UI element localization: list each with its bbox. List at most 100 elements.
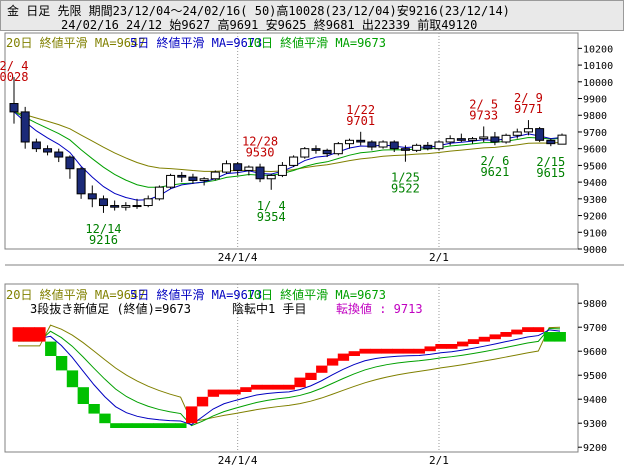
line-break-brick	[88, 404, 100, 414]
line-break-brick	[131, 423, 144, 428]
line-break-brick	[142, 423, 154, 428]
candle-body	[523, 128, 533, 133]
line-break-brick	[45, 341, 57, 356]
tlb-ma5-line	[18, 329, 561, 426]
candle-body	[266, 174, 276, 180]
line-break-brick	[435, 344, 447, 349]
y-tick-label: 9600	[583, 347, 607, 358]
line-break-brick	[391, 348, 404, 354]
line-break-brick	[554, 332, 566, 342]
low-value-label: 9216	[89, 233, 118, 247]
status-text: 転換値 : 9713	[336, 301, 423, 316]
status-text: 3段抜き新値足 (終値)=9673	[30, 301, 191, 316]
candle-body	[177, 174, 187, 178]
high-date-label: 2/ 4	[0, 59, 28, 73]
candle-body	[378, 141, 388, 148]
line-break-brick	[272, 384, 285, 390]
high-date-label: 2/ 5	[469, 97, 498, 111]
line-break-brick	[164, 423, 176, 428]
y-tick-label: 9900	[583, 95, 607, 106]
y-tick-label: 10000	[583, 78, 613, 89]
line-break-brick	[23, 327, 35, 342]
line-break-brick	[370, 348, 382, 354]
low-value-label: 9522	[391, 182, 420, 196]
y-tick-label: 9500	[583, 371, 607, 382]
candle-body	[143, 198, 153, 207]
line-break-brick	[175, 423, 187, 428]
line-break-brick	[478, 336, 491, 342]
bottom-legend-entry: 5日 終値平滑 MA=9673	[130, 287, 262, 302]
x-tick-label: 24/1/4	[218, 251, 258, 264]
high-date-label: 2/ 9	[514, 91, 543, 105]
candle-body	[31, 141, 41, 150]
line-break-brick	[402, 348, 415, 354]
candle-body	[87, 193, 97, 200]
candle-body	[412, 144, 422, 151]
line-break-brick	[251, 384, 263, 390]
line-break-brick	[348, 351, 360, 356]
candle-body	[333, 143, 343, 155]
ma10-line	[13, 111, 563, 188]
y-tick-label: 9200	[583, 443, 607, 454]
candle-body	[188, 176, 198, 181]
y-tick-label: 9000	[583, 245, 607, 256]
high-value-label: 9530	[246, 146, 275, 160]
top-legend-entry: 10日 終値平滑 MA=9673	[247, 35, 386, 50]
low-value-label: 9615	[536, 166, 565, 180]
high-value-label: 9771	[514, 102, 543, 116]
line-break-brick	[326, 358, 339, 366]
low-date-label: 2/15	[536, 155, 565, 169]
low-value-label: 9354	[257, 210, 286, 224]
y-tick-label: 9400	[583, 178, 607, 189]
y-tick-label: 9500	[583, 161, 607, 172]
chart-header: 金 日足 先限 期間23/12/04～24/02/16( 50)高10028(2…	[0, 0, 624, 32]
candle-body	[322, 149, 332, 155]
line-break-brick	[120, 423, 133, 428]
high-date-label: 1/22	[346, 103, 375, 117]
candle-body	[110, 205, 120, 208]
candle-body	[445, 138, 455, 143]
candle-body	[389, 141, 399, 150]
y-tick-label: 10200	[583, 44, 613, 55]
candle-body	[456, 138, 466, 141]
candle-body	[43, 148, 53, 153]
y-tick-label: 10100	[583, 61, 613, 72]
top-legend-entry: 5日 終値平滑 MA=9673	[130, 35, 262, 50]
line-break-brick	[55, 356, 68, 371]
y-tick-label: 9800	[583, 111, 607, 122]
status-text: 陰転中	[232, 301, 268, 316]
candle-body	[233, 163, 243, 171]
line-break-brick	[532, 327, 545, 332]
candle-body	[356, 139, 366, 143]
candle-body	[468, 138, 478, 141]
y-tick-label: 9600	[583, 145, 607, 156]
status-text: 1 手目	[268, 302, 306, 316]
y-tick-label: 9100	[583, 228, 607, 239]
candle-body	[221, 163, 231, 173]
x-tick-label: 2/1	[429, 251, 449, 264]
x-tick-label: 2/1	[429, 454, 449, 467]
candle-body	[490, 136, 500, 143]
line-break-brick	[99, 413, 111, 424]
candle-body	[98, 198, 108, 207]
high-value-label: 0028	[0, 70, 28, 84]
candle-body	[289, 156, 299, 166]
line-break-brick	[207, 389, 220, 397]
candle-body	[557, 134, 567, 145]
low-date-label: 12/14	[85, 222, 121, 236]
candle-body	[54, 151, 64, 158]
line-break-brick	[511, 329, 523, 335]
high-value-label: 9733	[469, 108, 498, 122]
candle-body	[76, 168, 86, 195]
candle-body	[255, 166, 265, 180]
tlb-ma10-line	[18, 327, 561, 427]
line-break-brick	[261, 384, 274, 390]
header-latest-quote: 24/02/16 24/12 始9627 高9691 安9625 終9681 出…	[61, 18, 478, 32]
low-date-label: 1/ 4	[257, 199, 286, 213]
line-break-brick	[34, 327, 46, 342]
candle-body	[345, 139, 355, 145]
y-tick-label: 9700	[583, 323, 607, 334]
candle-body	[210, 171, 220, 180]
top-legend-entry: 20日 終値平滑 MA=9647	[6, 35, 145, 50]
